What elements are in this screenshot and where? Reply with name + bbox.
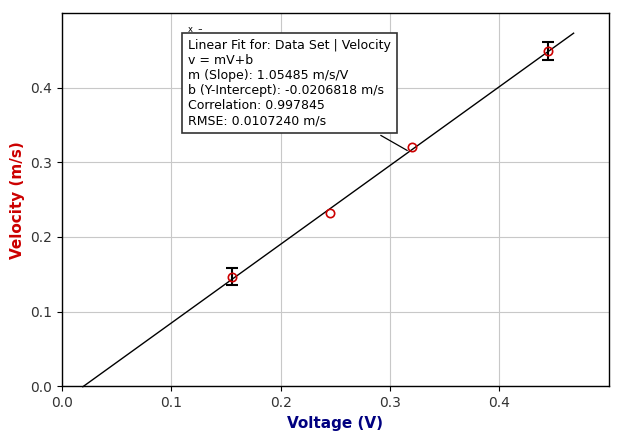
X-axis label: Voltage (V): Voltage (V): [288, 415, 383, 431]
Text: Linear Fit for: Data Set | Velocity
v = mV+b
m (Slope): 1.05485 m/s/V
b (Y-Inter: Linear Fit for: Data Set | Velocity v = …: [188, 39, 407, 151]
Text: x  –: x –: [188, 25, 202, 34]
Y-axis label: Velocity (m/s): Velocity (m/s): [10, 141, 25, 259]
